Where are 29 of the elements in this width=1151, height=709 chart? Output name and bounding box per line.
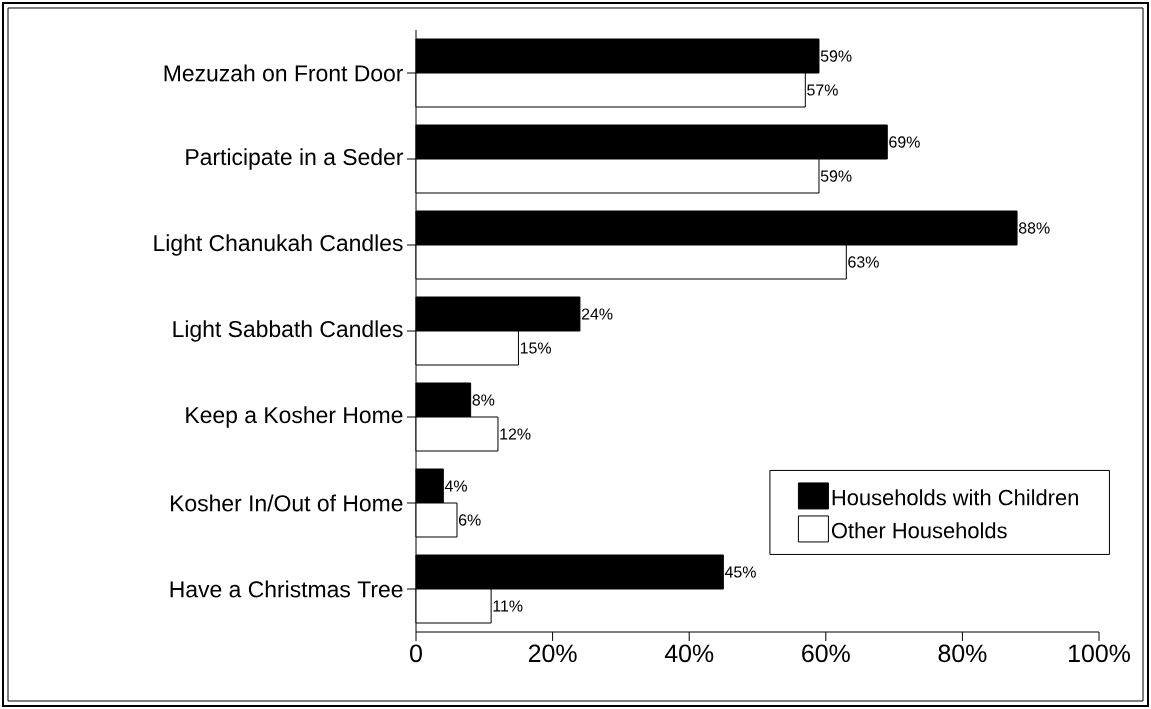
x-tick-label: 40% — [664, 644, 714, 663]
data-label: 4% — [444, 480, 467, 492]
y-tick-label: Participate in a Seder — [186, 148, 404, 170]
data-label: 45% — [724, 566, 756, 578]
y-tick-label: Kosher In/Out of Home — [171, 494, 403, 512]
data-label: 24% — [581, 308, 613, 320]
data-label: 59% — [820, 50, 852, 62]
data-label: 63% — [848, 256, 879, 268]
x-tick-label: 80% — [938, 644, 987, 663]
y-tick-label: Mezuzah on Front Door — [164, 64, 404, 82]
x-tick-label: 0 — [410, 644, 422, 663]
x-tick-label: 60% — [802, 644, 850, 663]
data-label: 88% — [1018, 222, 1050, 234]
legend-label: Other Households — [831, 522, 1007, 539]
y-tick-label: Keep a Kosher Home — [186, 406, 403, 428]
x-tick-label: 100% — [1069, 644, 1130, 663]
data-label: 11% — [493, 600, 523, 612]
data-label: 12% — [500, 428, 531, 440]
y-tick-label: Have a Christmas Tree — [170, 580, 403, 598]
data-label: 59% — [820, 170, 852, 182]
data-label: 15% — [520, 342, 551, 354]
x-tick-label: 20% — [528, 644, 577, 663]
data-label: 6% — [458, 514, 481, 526]
data-label: 8% — [472, 394, 495, 406]
data-label: 69% — [889, 136, 920, 148]
y-tick-label: Light Chanukah Candles — [154, 234, 403, 256]
legend-label: Households with Children — [832, 489, 1078, 506]
y-tick-label: Light Sabbath Candles — [173, 320, 403, 342]
data-label: 57% — [807, 84, 838, 96]
